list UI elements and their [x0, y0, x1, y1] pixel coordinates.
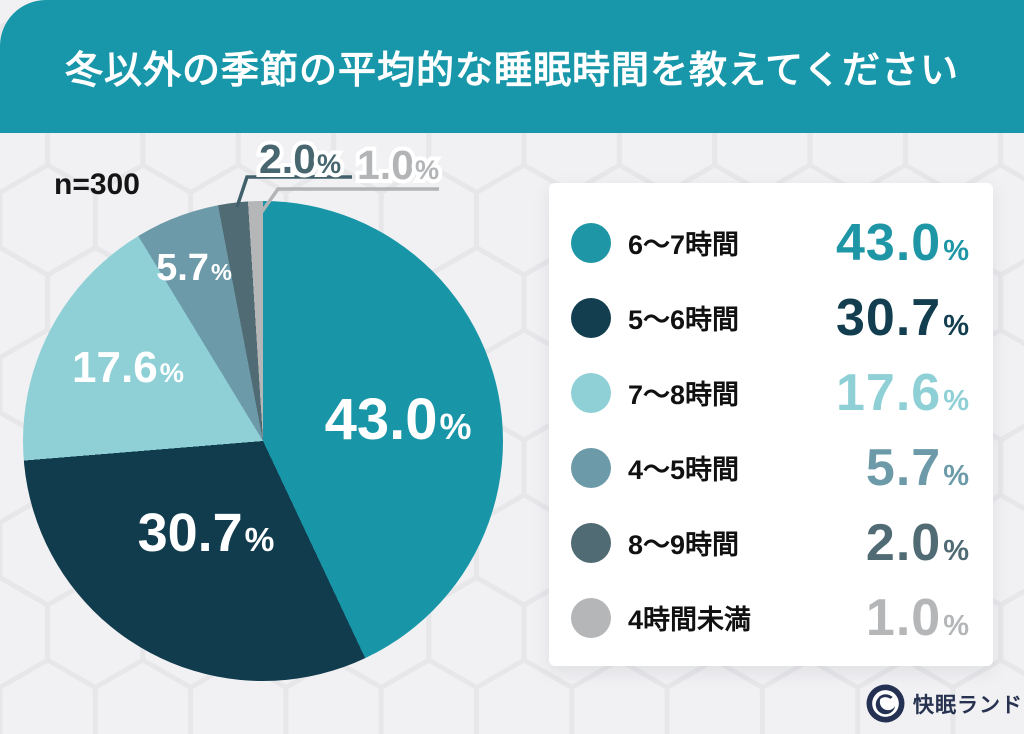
percent-sign: %: [943, 384, 969, 417]
callout-label-8-9h: 2.0%: [259, 139, 341, 181]
legend-label: 4〜5時間: [628, 455, 740, 485]
legend-value: 5.7%: [866, 442, 969, 494]
legend-value-number: 30.7: [835, 288, 942, 347]
percent-sign: %: [439, 406, 472, 447]
legend-value-number: 43.0: [835, 213, 942, 272]
percent-sign: %: [943, 309, 969, 342]
legend-value-number: 1.0: [865, 588, 942, 647]
callout-value: 1.0: [357, 145, 414, 187]
legend-value-number: 17.6: [835, 363, 942, 422]
legend-row-under-4h: 4時間未満 1.0%: [571, 580, 969, 655]
legend-label: 7〜8時間: [628, 380, 740, 410]
percent-sign: %: [159, 357, 184, 388]
page-title: 冬以外の季節の平均的な睡眠時間を教えてください: [65, 50, 959, 92]
sample-size-label: n=300: [54, 168, 140, 201]
callout-label-under-4h: 1.0%: [357, 145, 439, 187]
legend-value-number: 5.7: [865, 438, 942, 497]
percent-sign: %: [210, 259, 232, 285]
callout-value: 2.0: [259, 139, 316, 181]
legend-label: 8〜9時間: [628, 530, 740, 560]
brand-logo: 快眠ランド: [866, 684, 1023, 723]
percent-sign: %: [943, 234, 969, 267]
legend-row-7-8h: 7〜8時間 17.6%: [571, 355, 969, 430]
pie-label-value: 30.7: [137, 503, 243, 563]
percent-sign: %: [943, 609, 969, 642]
legend-dot: [571, 522, 611, 563]
legend-label: 4時間未満: [628, 605, 752, 635]
legend-value: 30.7%: [836, 292, 969, 344]
brand-logo-icon: [866, 684, 905, 723]
percent-sign: %: [943, 459, 969, 492]
pie-label-value: 17.6: [72, 343, 158, 392]
brand-name: 快眠ランド: [913, 693, 1023, 717]
legend-dot: [571, 597, 611, 638]
pie-label-7-8h: 17.6%: [72, 346, 184, 390]
legend-value: 2.0%: [866, 517, 969, 569]
pie-label-6-7h: 43.0%: [325, 391, 472, 449]
legend-value: 43.0%: [836, 217, 969, 269]
percent-sign: %: [244, 522, 275, 559]
percent-sign: %: [317, 150, 341, 178]
percent-sign: %: [943, 534, 969, 567]
legend-dot: [571, 297, 611, 338]
pie-label-4-5h: 5.7%: [156, 249, 232, 287]
legend-panel: 6〜7時間 43.0% 5〜6時間 30.7% 7〜8時間 17.6% 4〜5時…: [549, 183, 993, 666]
legend-label: 6〜7時間: [628, 230, 740, 260]
legend-row-5-6h: 5〜6時間 30.7%: [571, 280, 969, 355]
pie-label-value: 43.0: [324, 387, 438, 452]
legend-row-4-5h: 4〜5時間 5.7%: [571, 430, 969, 505]
percent-sign: %: [415, 156, 439, 184]
legend-dot: [571, 447, 611, 488]
legend-row-8-9h: 8〜9時間 2.0%: [571, 505, 969, 580]
pie-label-5-6h: 30.7%: [138, 506, 275, 560]
legend-dot: [571, 222, 611, 263]
legend-label: 5〜6時間: [628, 305, 740, 335]
legend-value: 1.0%: [866, 592, 969, 644]
legend-value: 17.6%: [836, 367, 969, 419]
legend-row-6-7h: 6〜7時間 43.0%: [571, 205, 969, 280]
legend-dot: [571, 372, 611, 413]
pie-label-value: 5.7: [156, 247, 209, 289]
pie-chart: [23, 201, 503, 681]
header-band: 冬以外の季節の平均的な睡眠時間を教えてください: [0, 0, 1024, 133]
legend-value-number: 2.0: [865, 513, 942, 572]
